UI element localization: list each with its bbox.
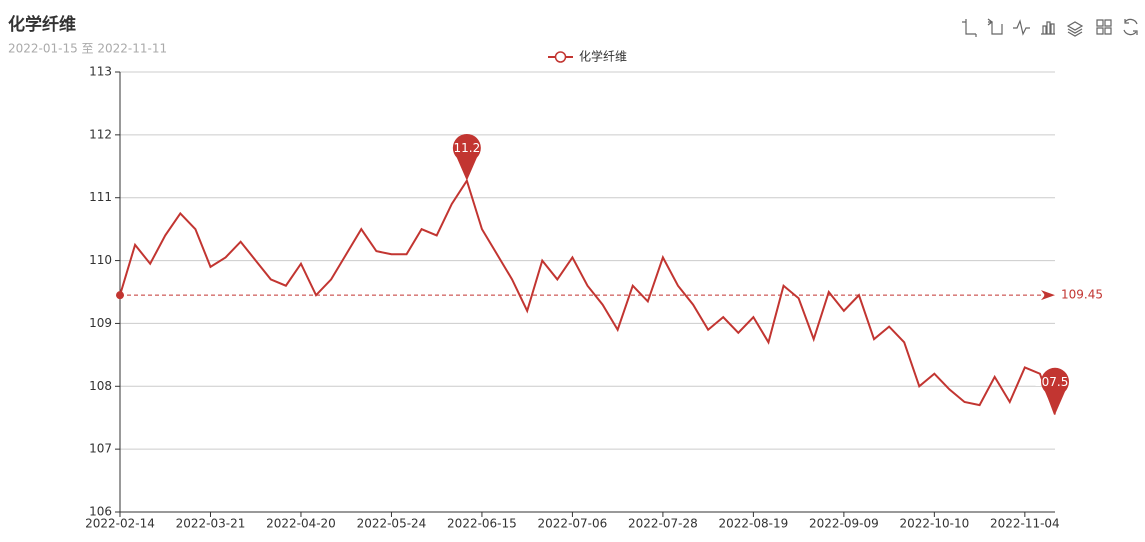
y-tick-label: 107 [89, 442, 112, 456]
legend-symbol [554, 51, 567, 63]
chart-title: 化学纤维 [8, 14, 76, 35]
tool-line[interactable] [1013, 19, 1030, 36]
y-tick-label: 110 [89, 253, 112, 267]
x-tick-label: 2022-02-14 [85, 517, 155, 531]
tool-data-view[interactable] [1096, 19, 1112, 35]
tool-restore[interactable] [1123, 18, 1138, 36]
tool-stack[interactable] [1066, 21, 1084, 37]
average-arrow [1041, 290, 1055, 301]
x-tick-label: 2022-03-21 [176, 517, 246, 531]
y-tick-label: 106 [89, 505, 112, 519]
pin [452, 133, 481, 181]
pin-label: 111.27 [446, 141, 488, 155]
x-tick-label: 2022-11-04 [990, 517, 1060, 531]
pin-label: 107.55 [1034, 375, 1076, 389]
tool-bar[interactable] [1041, 21, 1055, 35]
x-tick-label: 2022-04-20 [266, 517, 336, 531]
y-tick-label: 112 [89, 127, 112, 141]
x-tick-label: 2022-07-28 [628, 517, 698, 531]
y-tick-label: 109 [89, 316, 112, 330]
x-tick-label: 2022-07-06 [538, 517, 608, 531]
y-tick-label: 113 [89, 65, 112, 79]
x-tick-label: 2022-06-15 [447, 517, 517, 531]
x-tick-label: 2022-05-24 [357, 517, 427, 531]
tool-zoom[interactable] [962, 19, 977, 37]
x-tick-label: 2022-08-19 [719, 517, 789, 531]
toolbox[interactable] [962, 18, 1138, 37]
tool-zoom-reset[interactable] [987, 18, 1003, 35]
x-tick-label: 2022-10-10 [899, 517, 969, 531]
chart-subtitle: 2022-01-15 至 2022-11-11 [8, 42, 167, 56]
pin [1041, 367, 1069, 415]
average-label: 109.45 [1061, 288, 1103, 302]
x-tick-label: 2022-09-09 [809, 517, 879, 531]
y-tick-label: 108 [89, 379, 112, 393]
legend-label: 化学纤维 [579, 49, 627, 64]
series-line [119, 178, 1056, 415]
y-tick-label: 111 [89, 190, 112, 204]
average-start [116, 291, 124, 300]
